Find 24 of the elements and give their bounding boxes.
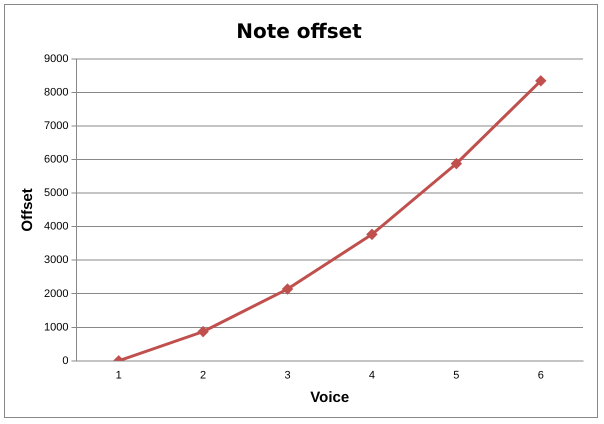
y-axis-title: Offset (19, 188, 36, 232)
y-tick-label: 5000 (44, 187, 68, 200)
y-tick-label: 0 (62, 354, 68, 367)
y-tick-label: 4000 (44, 220, 68, 233)
y-tick-label: 3000 (44, 254, 68, 266)
point (450, 158, 462, 170)
y-tick-label: 8000 (44, 86, 68, 99)
point (535, 75, 546, 86)
point (366, 228, 378, 240)
point (198, 326, 209, 338)
x-tick-label: 1 (116, 369, 122, 382)
x-tick-label: 3 (284, 369, 291, 382)
y-tick-label: 6000 (44, 154, 68, 166)
x-tick-label: 2 (200, 369, 206, 382)
y-tick-label: 9000 (44, 53, 68, 66)
point (282, 284, 294, 295)
y-tick-label: 7000 (44, 120, 68, 132)
x-tick-label: 5 (453, 369, 460, 382)
y-tick-label: 2000 (44, 288, 68, 300)
x-tick-label: 6 (538, 369, 544, 382)
x-tick-label: 4 (368, 369, 376, 382)
x-axis-title: Voice (310, 389, 350, 406)
y-tick-label: 1000 (44, 321, 68, 334)
chart-title: Note offset (236, 19, 362, 44)
